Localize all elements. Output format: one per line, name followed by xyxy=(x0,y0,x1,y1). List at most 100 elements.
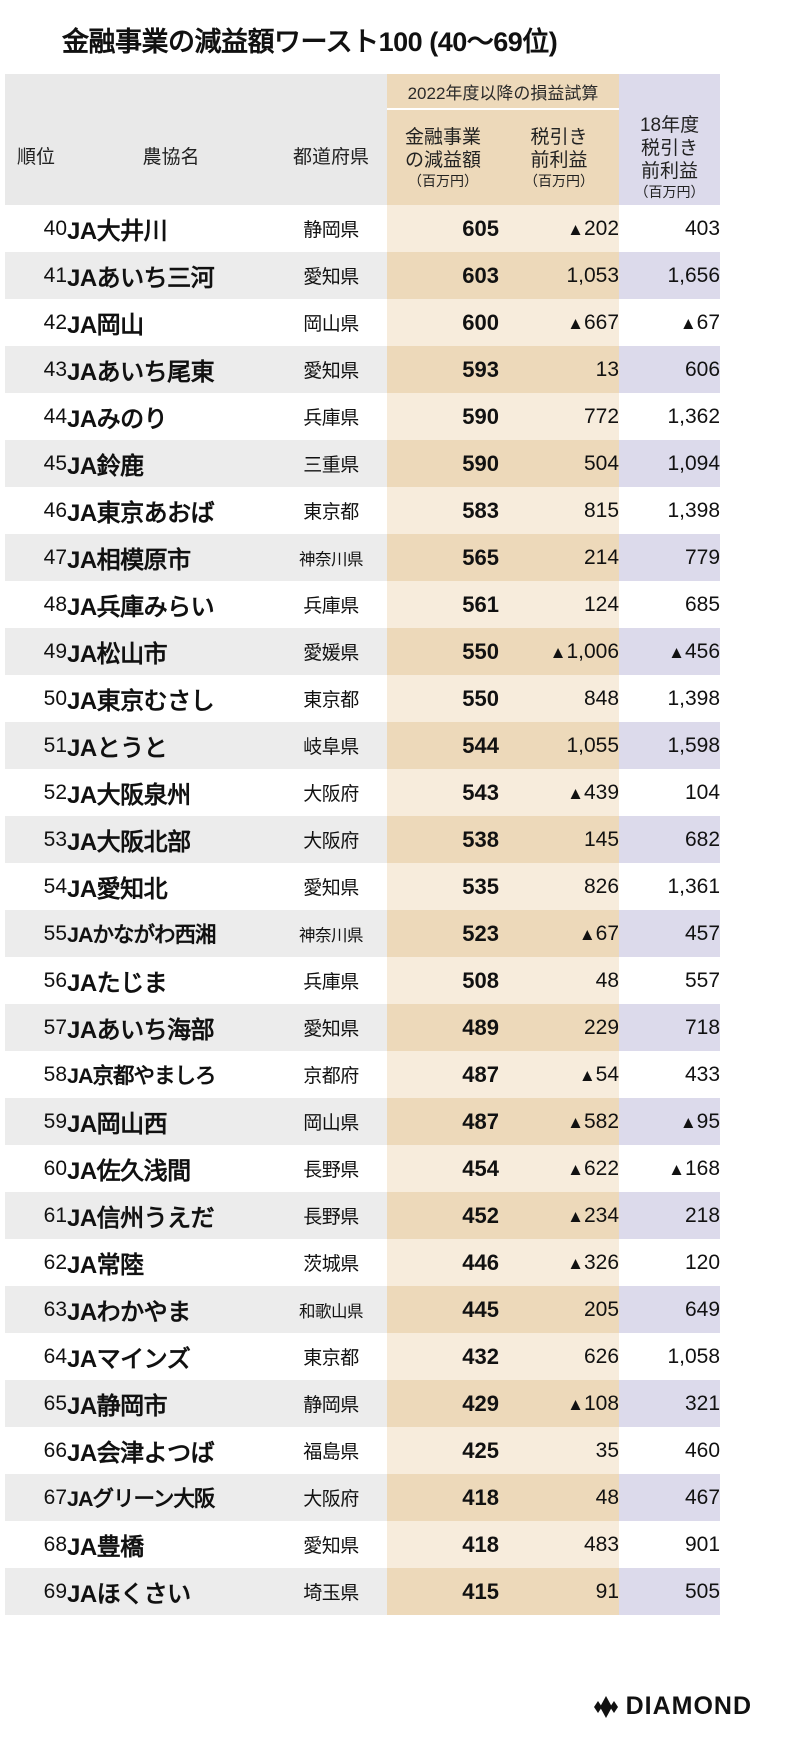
cell-decrease-amount: 550 xyxy=(387,675,499,723)
cell-pretax-profit: ▲582 xyxy=(499,1098,620,1146)
cell-prefecture: 兵庫県 xyxy=(275,957,387,1005)
cell-rank: 44 xyxy=(5,393,67,441)
cell-pretax-profit-2018: 120 xyxy=(619,1239,721,1287)
cell-rank: 42 xyxy=(5,299,67,347)
cell-decrease-amount: 425 xyxy=(387,1427,499,1475)
cell-decrease-amount: 590 xyxy=(387,393,499,441)
cell-decrease-amount: 487 xyxy=(387,1098,499,1146)
cell-decrease-amount: 508 xyxy=(387,957,499,1005)
table-row: 52 JA大阪泉州 大阪府 543 ▲439 104 xyxy=(5,769,721,817)
cell-pretax-profit: 504 xyxy=(499,440,620,488)
header-pretax18: 18年度 税引き 前利益 （百万円） xyxy=(619,109,721,206)
cell-pretax-profit-2018: 649 xyxy=(619,1286,721,1334)
table-row: 61 JA信州うえだ 長野県 452 ▲234 218 xyxy=(5,1192,721,1240)
cell-pretax-profit-2018: 606 xyxy=(619,346,721,394)
brand-name: DIAMOND xyxy=(625,1692,752,1720)
cell-coop-name: JAわかやま xyxy=(67,1286,275,1334)
cell-decrease-amount: 538 xyxy=(387,816,499,864)
cell-rank: 45 xyxy=(5,440,67,488)
table-row: 48 JA兵庫みらい 兵庫県 561 124 685 xyxy=(5,581,721,629)
cell-rank: 69 xyxy=(5,1568,67,1616)
table-header: 2022年度以降の損益試算 順位 農協名 都道府県 金融事業 の減益額 （百万円… xyxy=(5,74,721,206)
cell-coop-name: JA鈴鹿 xyxy=(67,440,275,488)
cell-rank: 64 xyxy=(5,1333,67,1381)
cell-pretax-profit: 826 xyxy=(499,863,620,911)
cell-decrease-amount: 603 xyxy=(387,252,499,300)
header-pretax-unit: （百万円） xyxy=(524,172,594,189)
table-row: 50 JA東京むさし 東京都 550 848 1,398 xyxy=(5,675,721,723)
cell-rank: 66 xyxy=(5,1427,67,1475)
cell-pretax-profit: 214 xyxy=(499,534,620,582)
table-row: 54 JA愛知北 愛知県 535 826 1,361 xyxy=(5,863,721,911)
cell-coop-name: JA信州うえだ xyxy=(67,1192,275,1240)
cell-pretax-profit: ▲234 xyxy=(499,1192,620,1240)
cell-pretax-profit: ▲54 xyxy=(499,1051,620,1099)
cell-decrease-amount: 489 xyxy=(387,1004,499,1052)
header-decrease-line2: の減益額 xyxy=(404,150,481,172)
header-group-purple xyxy=(619,74,721,110)
table-row: 41 JAあいち三河 愛知県 603 1,053 1,656 xyxy=(5,252,721,300)
cell-rank: 56 xyxy=(5,957,67,1005)
cell-decrease-amount: 565 xyxy=(387,534,499,582)
cell-rank: 63 xyxy=(5,1286,67,1334)
cell-prefecture: 三重県 xyxy=(275,440,387,488)
cell-prefecture: 大阪府 xyxy=(275,816,387,864)
cell-coop-name: JAとうと xyxy=(67,722,275,770)
cell-pretax-profit-2018: 433 xyxy=(619,1051,721,1099)
cell-pretax-profit: 1,053 xyxy=(499,252,620,300)
cell-rank: 51 xyxy=(5,722,67,770)
table-row: 63 JAわかやま 和歌山県 445 205 649 xyxy=(5,1286,721,1334)
cell-rank: 60 xyxy=(5,1145,67,1193)
table-row: 68 JA豊橋 愛知県 418 483 901 xyxy=(5,1521,721,1569)
cell-pretax-profit: 124 xyxy=(499,581,620,629)
cell-rank: 43 xyxy=(5,346,67,394)
footer-logo: DIAMOND xyxy=(593,1692,752,1721)
cell-rank: 50 xyxy=(5,675,67,723)
cell-pretax-profit-2018: ▲168 xyxy=(619,1145,721,1193)
cell-prefecture: 京都府 xyxy=(275,1051,387,1099)
cell-pretax-profit-2018: 1,656 xyxy=(619,252,721,300)
cell-decrease-amount: 418 xyxy=(387,1474,499,1522)
cell-pretax-profit-2018: 218 xyxy=(619,1192,721,1240)
cell-prefecture: 東京都 xyxy=(275,675,387,723)
cell-coop-name: JAほくさい xyxy=(67,1568,275,1616)
table-row: 46 JA東京あおば 東京都 583 815 1,398 xyxy=(5,487,721,535)
cell-pretax-profit: ▲1,006 xyxy=(499,628,620,676)
cell-pretax-profit: ▲67 xyxy=(499,910,620,958)
cell-rank: 57 xyxy=(5,1004,67,1052)
cell-pretax-profit: 772 xyxy=(499,393,620,441)
cell-decrease-amount: 523 xyxy=(387,910,499,958)
cell-pretax-profit: ▲326 xyxy=(499,1239,620,1287)
cell-pretax-profit-2018: 1,398 xyxy=(619,487,721,535)
cell-coop-name: JAグリーン大阪 xyxy=(67,1474,275,1522)
cell-pretax-profit: ▲439 xyxy=(499,769,620,817)
cell-pretax-profit: ▲202 xyxy=(499,205,620,253)
cell-rank: 68 xyxy=(5,1521,67,1569)
cell-prefecture: 福島県 xyxy=(275,1427,387,1475)
table-row: 56 JAたじま 兵庫県 508 48 557 xyxy=(5,957,721,1005)
table-row: 64 JAマインズ 東京都 432 626 1,058 xyxy=(5,1333,721,1381)
cell-decrease-amount: 432 xyxy=(387,1333,499,1381)
cell-prefecture: 和歌山県 xyxy=(275,1286,387,1334)
cell-pretax-profit-2018: ▲95 xyxy=(619,1098,721,1146)
cell-prefecture: 静岡県 xyxy=(275,1380,387,1428)
table-row: 65 JA静岡市 静岡県 429 ▲108 321 xyxy=(5,1380,721,1428)
cell-prefecture: 東京都 xyxy=(275,1333,387,1381)
cell-pretax-profit: ▲108 xyxy=(499,1380,620,1428)
header-decrease-line1: 金融事業 xyxy=(404,127,481,149)
table-row: 49 JA松山市 愛媛県 550 ▲1,006 ▲456 xyxy=(5,628,721,676)
cell-coop-name: JA愛知北 xyxy=(67,863,275,911)
cell-rank: 48 xyxy=(5,581,67,629)
cell-pretax-profit-2018: 467 xyxy=(619,1474,721,1522)
cell-coop-name: JA松山市 xyxy=(67,628,275,676)
cell-decrease-amount: 561 xyxy=(387,581,499,629)
cell-prefecture: 東京都 xyxy=(275,487,387,535)
header-name: 農協名 xyxy=(67,109,275,206)
cell-pretax-profit-2018: ▲456 xyxy=(619,628,721,676)
cell-rank: 49 xyxy=(5,628,67,676)
table-row: 62 JA常陸 茨城県 446 ▲326 120 xyxy=(5,1239,721,1287)
cell-pretax-profit: 1,055 xyxy=(499,722,620,770)
cell-coop-name: JAあいち三河 xyxy=(67,252,275,300)
table-row: 47 JA相模原市 神奈川県 565 214 779 xyxy=(5,534,721,582)
